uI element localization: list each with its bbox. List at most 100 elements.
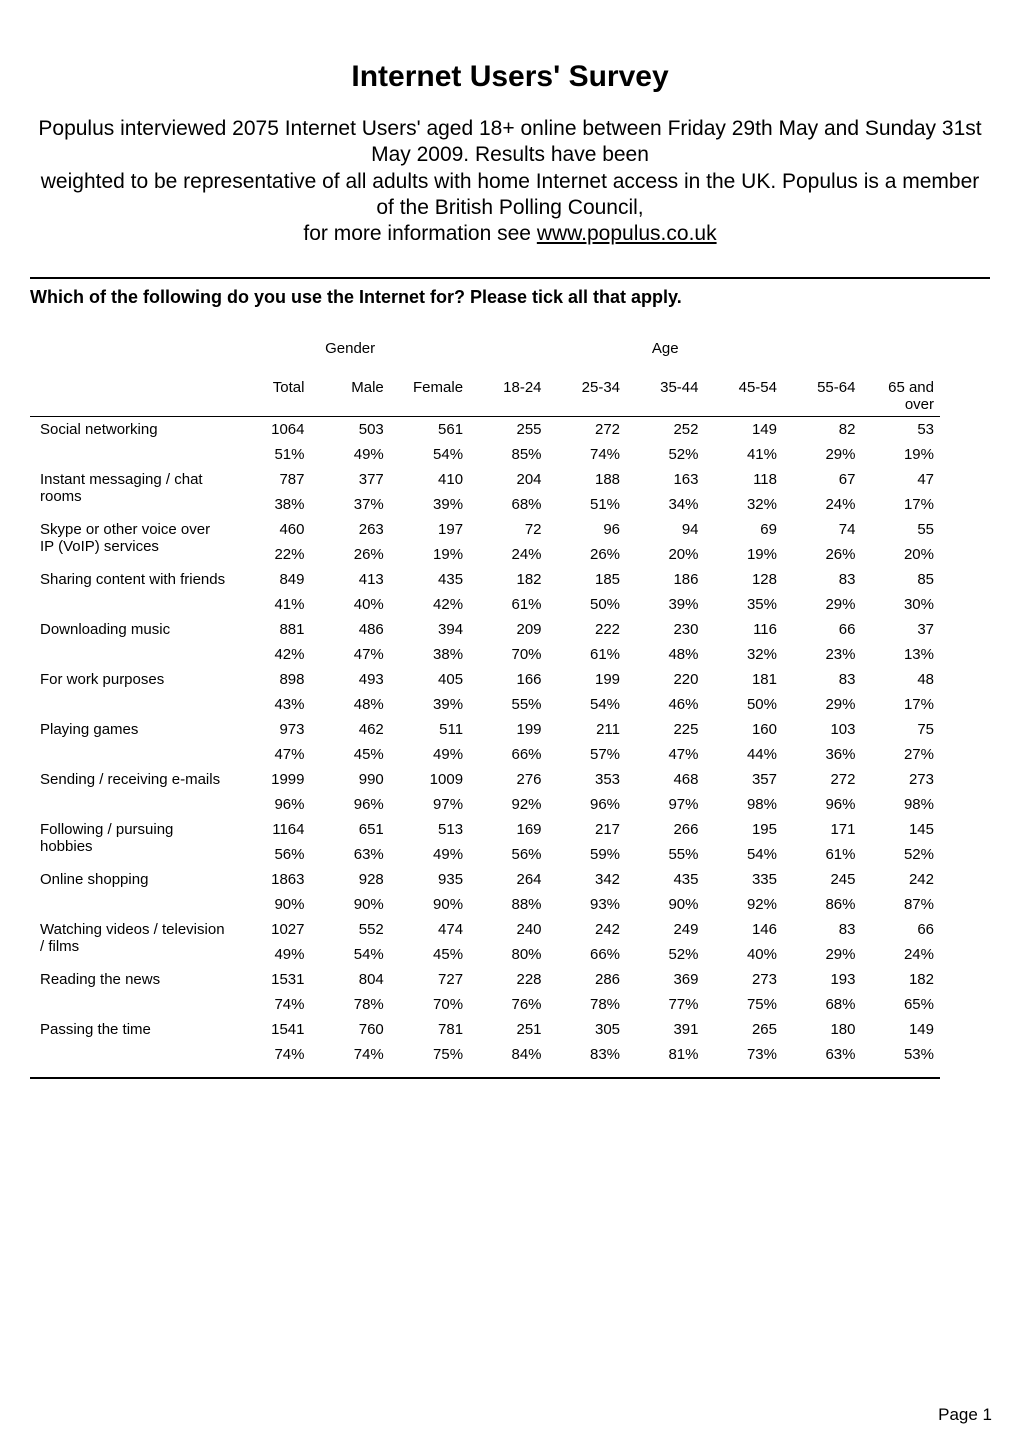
col-25-34: 25-34	[548, 375, 626, 417]
table-row: Passing the time154176078125130539126518…	[30, 1017, 940, 1042]
cell-percent: 36%	[783, 742, 861, 767]
cell-count: 181	[705, 667, 783, 692]
blank-header	[390, 334, 469, 375]
cell-percent: 49%	[232, 942, 311, 967]
age-group-header: Age	[626, 334, 704, 375]
cell-count: 1541	[232, 1017, 311, 1042]
table-row: Downloading music88148639420922223011666…	[30, 617, 940, 642]
cell-percent: 26%	[548, 542, 626, 567]
cell-percent: 29%	[783, 692, 861, 717]
cell-count: 394	[390, 617, 469, 642]
cell-count: 186	[626, 567, 704, 592]
cell-count: 69	[705, 517, 783, 542]
cell-percent: 23%	[783, 642, 861, 667]
cell-count: 116	[705, 617, 783, 642]
cell-count: 96	[548, 517, 626, 542]
intro-line-3-prefix: for more information see	[303, 222, 536, 245]
blank-header	[548, 334, 626, 375]
cell-count: 188	[548, 467, 626, 492]
cell-count: 185	[548, 567, 626, 592]
cell-percent: 42%	[232, 642, 311, 667]
col-male: Male	[310, 375, 389, 417]
cell-percent: 51%	[548, 492, 626, 517]
row-label: Playing games	[30, 717, 232, 767]
cell-count: 94	[626, 517, 704, 542]
cell-count: 413	[310, 567, 389, 592]
cell-count: 163	[626, 467, 704, 492]
cell-percent: 96%	[548, 792, 626, 817]
cell-percent: 56%	[232, 842, 311, 867]
cell-count: 273	[705, 967, 783, 992]
cell-count: 118	[705, 467, 783, 492]
cell-percent: 46%	[626, 692, 704, 717]
cell-percent: 19%	[390, 542, 469, 567]
cell-count: 199	[469, 717, 547, 742]
cell-percent: 38%	[390, 642, 469, 667]
cell-percent: 41%	[705, 442, 783, 467]
cell-count: 1009	[390, 767, 469, 792]
row-label: Reading the news	[30, 967, 232, 1017]
cell-percent: 77%	[626, 992, 704, 1017]
cell-percent: 87%	[861, 892, 940, 917]
cell-percent: 73%	[705, 1042, 783, 1067]
cell-count: 211	[548, 717, 626, 742]
row-label: Social networking	[30, 417, 232, 468]
cell-count: 353	[548, 767, 626, 792]
blank-header	[469, 334, 547, 375]
cell-count: 145	[861, 817, 940, 842]
cell-count: 85	[861, 567, 940, 592]
cell-count: 474	[390, 917, 469, 942]
cell-count: 266	[626, 817, 704, 842]
cell-count: 74	[783, 517, 861, 542]
cell-percent: 97%	[626, 792, 704, 817]
table-row: Following / pursuing hobbies116465151316…	[30, 817, 940, 842]
cell-count: 209	[469, 617, 547, 642]
cell-percent: 53%	[861, 1042, 940, 1067]
column-header-row: Total Male Female 18-24 25-34 35-44 45-5…	[30, 375, 940, 417]
cell-count: 1027	[232, 917, 311, 942]
cell-percent: 13%	[861, 642, 940, 667]
cell-count: 1164	[232, 817, 311, 842]
cell-count: 83	[783, 917, 861, 942]
cell-count: 391	[626, 1017, 704, 1042]
cell-percent: 19%	[705, 542, 783, 567]
cell-percent: 61%	[548, 642, 626, 667]
cell-count: 53	[861, 417, 940, 443]
cell-count: 410	[390, 467, 469, 492]
cell-percent: 54%	[390, 442, 469, 467]
cell-count: 103	[783, 717, 861, 742]
cell-percent: 48%	[626, 642, 704, 667]
cell-percent: 84%	[469, 1042, 547, 1067]
cell-percent: 54%	[310, 942, 389, 967]
cell-count: 149	[705, 417, 783, 443]
page: Internet Users' Survey Populus interview…	[0, 0, 1020, 1443]
cell-percent: 24%	[469, 542, 547, 567]
populus-link[interactable]: www.populus.co.uk	[537, 222, 717, 245]
intro-line-1: Populus interviewed 2075 Internet Users'…	[38, 117, 981, 166]
cell-count: 335	[705, 867, 783, 892]
cell-count: 193	[783, 967, 861, 992]
cell-percent: 74%	[310, 1042, 389, 1067]
cell-count: 255	[469, 417, 547, 443]
cell-count: 199	[548, 667, 626, 692]
cell-count: 83	[783, 567, 861, 592]
cell-count: 82	[783, 417, 861, 443]
cell-count: 242	[861, 867, 940, 892]
cell-percent: 49%	[390, 842, 469, 867]
cell-count: 727	[390, 967, 469, 992]
col-female: Female	[390, 375, 469, 417]
cell-percent: 98%	[705, 792, 783, 817]
cell-percent: 54%	[548, 692, 626, 717]
cell-percent: 32%	[705, 642, 783, 667]
cell-percent: 83%	[548, 1042, 626, 1067]
cell-count: 804	[310, 967, 389, 992]
cell-count: 849	[232, 567, 311, 592]
cell-count: 468	[626, 767, 704, 792]
cell-percent: 97%	[390, 792, 469, 817]
cell-percent: 85%	[469, 442, 547, 467]
cell-count: 217	[548, 817, 626, 842]
results-table: Gender Age Total Male Female 18-24 25-34…	[30, 334, 940, 1067]
cell-count: 128	[705, 567, 783, 592]
cell-count: 272	[783, 767, 861, 792]
cell-count: 242	[548, 917, 626, 942]
